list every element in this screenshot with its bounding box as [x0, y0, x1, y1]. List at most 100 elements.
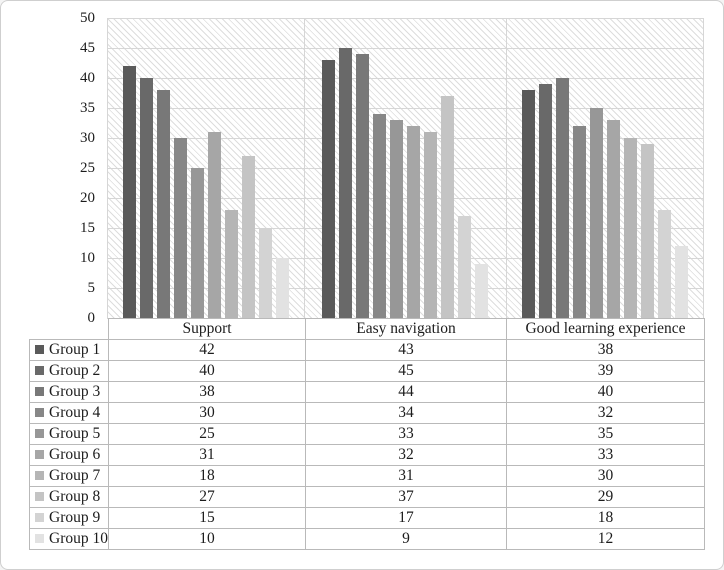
table-row: Group 5 25 33 35: [29, 423, 705, 445]
value-cell: 43: [305, 339, 507, 361]
legend-cell: Group 7: [29, 465, 109, 487]
bar-group-5: [190, 168, 204, 318]
vertical-gridline: [107, 18, 108, 318]
horizontal-gridline: [107, 258, 704, 259]
value-cell: 33: [305, 423, 507, 445]
value-cell: 29: [506, 486, 705, 508]
legend-label: Group 7: [49, 467, 101, 484]
y-axis-tick-label: 30: [80, 129, 95, 146]
legend-swatch-icon: [35, 387, 44, 396]
bar-group-1: [522, 90, 535, 318]
legend-label: Group 4: [49, 404, 101, 421]
horizontal-gridline: [107, 48, 704, 49]
bar-group-3: [556, 78, 569, 318]
legend-cell: Group 8: [29, 486, 109, 508]
category-header-good-learning-experience: Good learning experience: [506, 318, 705, 340]
table-row: Group 3 38 44 40: [29, 381, 705, 403]
y-axis-tick-label: 15: [80, 219, 95, 236]
table-row: Group 8 27 37 29: [29, 486, 705, 508]
legend-label: Group 1: [49, 341, 101, 358]
bar-group-8: [441, 96, 454, 318]
plot-area: [107, 18, 704, 319]
value-cell: 35: [506, 423, 705, 445]
value-cell: 45: [305, 360, 507, 382]
table-row: Group 6 31 32 33: [29, 444, 705, 466]
bar-group-6: [207, 132, 221, 318]
legend-label: Group 2: [49, 362, 101, 379]
vertical-gridline: [506, 18, 507, 318]
category-header-easy-navigation: Easy navigation: [305, 318, 507, 340]
bar-group-3: [156, 90, 170, 318]
y-axis-tick-label: 0: [87, 309, 96, 326]
bar-group-9: [258, 228, 272, 318]
horizontal-gridline: [107, 168, 704, 169]
category-header-support: Support: [108, 318, 306, 340]
bar-group-4: [173, 138, 187, 318]
legend-swatch-icon: [35, 513, 44, 522]
value-cell: 38: [108, 381, 306, 403]
value-cell: 31: [305, 465, 507, 487]
bar-group-10: [675, 246, 688, 318]
value-cell: 37: [305, 486, 507, 508]
table-body: Group 1 42 43 38 Group 2 40 45 39 Group 3 38 44 40 G…: [29, 339, 705, 550]
value-cell: 40: [506, 381, 705, 403]
legend-label: Group 5: [49, 425, 101, 442]
bar-group-2: [139, 78, 153, 318]
legend-cell: Group 6: [29, 444, 109, 466]
category-bars-easy-navigation: [304, 18, 506, 318]
value-cell: 17: [305, 507, 507, 529]
legend-swatch-icon: [35, 534, 44, 543]
bar-group-7: [624, 138, 637, 318]
bar-group-9: [658, 210, 671, 318]
table-corner-cell: [30, 319, 109, 340]
bar-group-2: [539, 84, 552, 318]
value-cell: 34: [305, 402, 507, 424]
category-bars-support: [107, 18, 304, 318]
bar-group-4: [573, 126, 586, 318]
legend-cell: Group 3: [29, 381, 109, 403]
value-cell: 27: [108, 486, 306, 508]
y-axis-tick-label: 20: [80, 189, 95, 206]
table-row: Group 9 15 17 18: [29, 507, 705, 529]
legend-swatch-icon: [35, 345, 44, 354]
table-row: Group 10 10 9 12: [29, 528, 705, 550]
table-row: Group 7 18 31 30: [29, 465, 705, 487]
category-bars-good-learning-experience: [506, 18, 704, 318]
value-cell: 18: [108, 465, 306, 487]
legend-cell: Group 5: [29, 423, 109, 445]
legend-label: Group 8: [49, 488, 101, 505]
legend-label: Group 3: [49, 383, 101, 400]
value-cell: 32: [305, 444, 507, 466]
y-axis-tick-label: 45: [80, 39, 95, 56]
bar-group-5: [590, 108, 603, 318]
vertical-gridline: [703, 18, 704, 318]
bar-group-5: [390, 120, 403, 318]
value-cell: 9: [305, 528, 507, 550]
table-row: Group 1 42 43 38: [29, 339, 705, 361]
legend-swatch-icon: [35, 408, 44, 417]
value-cell: 42: [108, 339, 306, 361]
horizontal-gridline: [107, 18, 704, 19]
y-axis-tick-label: 50: [80, 9, 95, 26]
chart-data-table: Support Easy navigation Good learning expe…: [29, 318, 705, 550]
legend-label: Group 9: [49, 509, 101, 526]
bar-group-10: [275, 258, 289, 318]
bar-group-10: [475, 264, 488, 318]
value-cell: 18: [506, 507, 705, 529]
bar-group-7: [424, 132, 437, 318]
legend-swatch-icon: [35, 366, 44, 375]
value-cell: 12: [506, 528, 705, 550]
vertical-gridline: [304, 18, 305, 318]
value-cell: 33: [506, 444, 705, 466]
legend-cell: Group 2: [29, 360, 109, 382]
horizontal-gridline: [107, 228, 704, 229]
horizontal-gridline: [107, 78, 704, 79]
legend-swatch-icon: [35, 471, 44, 480]
bar-group-6: [607, 120, 620, 318]
bar-group-6: [407, 126, 420, 318]
bar-group-4: [373, 114, 386, 318]
horizontal-gridline: [107, 288, 704, 289]
chart-data-table-wrap: Support Easy navigation Good learning expe…: [29, 318, 705, 550]
value-cell: 10: [108, 528, 306, 550]
